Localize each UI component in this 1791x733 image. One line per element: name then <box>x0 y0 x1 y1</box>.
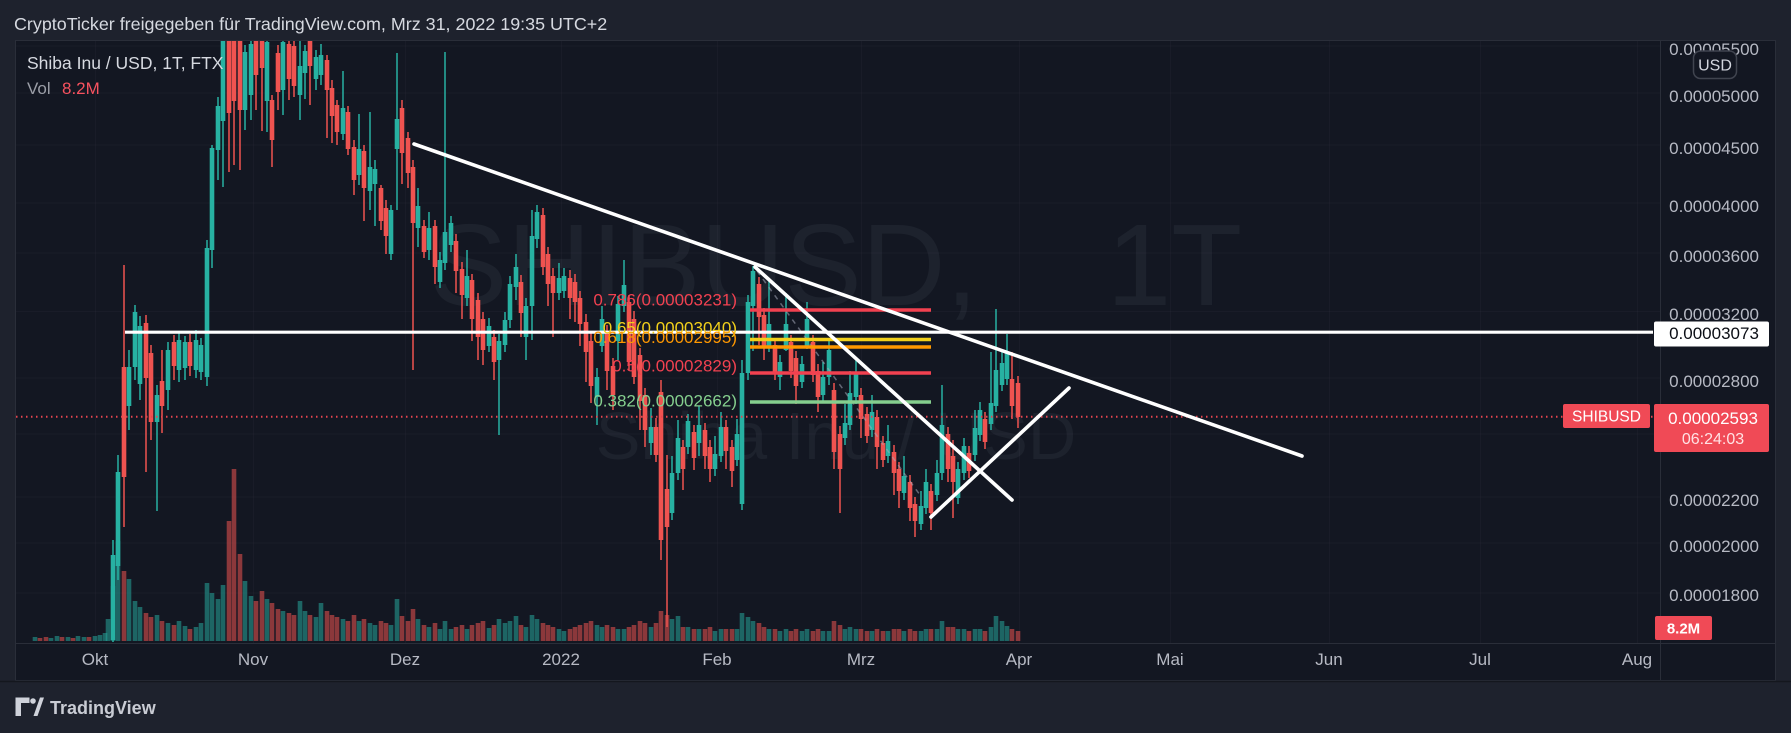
svg-text:SHIBUSD: SHIBUSD <box>1572 409 1641 426</box>
svg-text:Jul: Jul <box>1469 650 1491 669</box>
svg-text:0.618(0.00002995): 0.618(0.00002995) <box>593 328 737 347</box>
svg-text:0.5(0.00002829): 0.5(0.00002829) <box>612 356 737 375</box>
svg-text:CryptoTicker freigegeben für T: CryptoTicker freigegeben für TradingView… <box>14 14 607 34</box>
svg-text:0.382(0.00002662): 0.382(0.00002662) <box>593 391 737 410</box>
svg-text:Jun: Jun <box>1315 650 1342 669</box>
svg-text:0.00002593: 0.00002593 <box>1668 409 1758 428</box>
svg-text:0.00005000: 0.00005000 <box>1669 87 1759 106</box>
svg-text:0.00003600: 0.00003600 <box>1669 247 1759 266</box>
svg-text:Shiba Inu / USD, 1T, FTX: Shiba Inu / USD, 1T, FTX <box>27 53 224 73</box>
svg-text:Mai: Mai <box>1156 650 1183 669</box>
svg-text:Aug: Aug <box>1622 650 1652 669</box>
svg-text:0.00002200: 0.00002200 <box>1669 491 1759 510</box>
svg-text:Vol: Vol <box>27 79 51 98</box>
svg-text:0.00002000: 0.00002000 <box>1669 537 1759 556</box>
svg-text:Okt: Okt <box>82 650 109 669</box>
svg-text:2022: 2022 <box>542 650 580 669</box>
svg-text:TradingView: TradingView <box>50 698 157 718</box>
svg-text:06:24:03: 06:24:03 <box>1682 431 1744 448</box>
svg-text:0.00005500: 0.00005500 <box>1669 40 1759 59</box>
svg-text:Feb: Feb <box>702 650 731 669</box>
svg-text:USD: USD <box>1698 58 1732 75</box>
svg-text:0.00004500: 0.00004500 <box>1669 139 1759 158</box>
svg-text:0.65(0.00003040): 0.65(0.00003040) <box>603 318 737 337</box>
svg-text:0.00003200: 0.00003200 <box>1669 305 1759 324</box>
svg-text:0.00001800: 0.00001800 <box>1669 586 1759 605</box>
svg-text:0.00002800: 0.00002800 <box>1669 372 1759 391</box>
svg-text:0.00003073: 0.00003073 <box>1669 324 1759 343</box>
svg-text:0.00004000: 0.00004000 <box>1669 197 1759 216</box>
svg-text:Nov: Nov <box>238 650 269 669</box>
svg-text:0.786(0.00003231): 0.786(0.00003231) <box>593 291 737 310</box>
svg-text:8.2M: 8.2M <box>1667 621 1700 638</box>
svg-text:Apr: Apr <box>1006 650 1033 669</box>
svg-text:8.2M: 8.2M <box>62 79 100 98</box>
svg-text:Dez: Dez <box>390 650 420 669</box>
svg-text:Mrz: Mrz <box>847 650 875 669</box>
